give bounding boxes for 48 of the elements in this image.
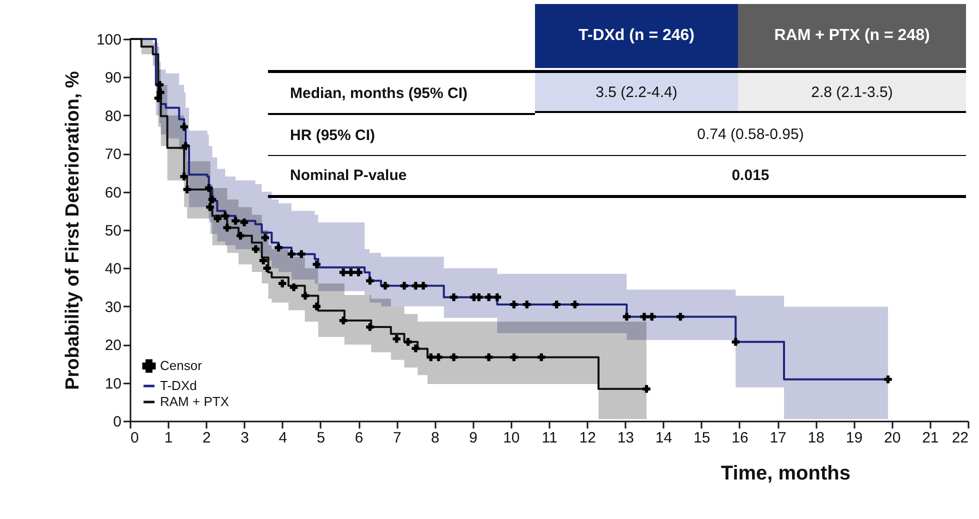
x-axis-title: Time, months <box>720 462 850 484</box>
x-tick-label: 16 <box>732 430 748 446</box>
annotation: T-DXd (n = 246) <box>535 4 738 68</box>
legend-label: T-DXd <box>160 378 197 393</box>
annotation: Median, months (95% CI) <box>268 70 535 113</box>
x-tick-label: 3 <box>240 430 249 446</box>
annotation: 2.8 (2.1-3.5) <box>738 70 966 113</box>
y-tick-label: 100 <box>96 32 122 48</box>
x-tick-label: 9 <box>469 430 478 446</box>
y-tick-label: 10 <box>104 375 122 392</box>
x-tick-label: 11 <box>542 430 558 446</box>
y-axis-title: Probability of First Deterioration, % <box>62 70 84 390</box>
x-tick-label: 20 <box>884 430 901 446</box>
x-tick-label: 2 <box>202 430 211 446</box>
x-tick-label: 5 <box>316 430 326 446</box>
y-tick-label: 60 <box>104 184 122 202</box>
x-tick-label: 12 <box>579 430 596 446</box>
annotation: RAM + PTX (n = 248) <box>738 4 966 68</box>
x-tick-label: 1 <box>164 430 173 446</box>
y-tick-label: 30 <box>104 298 122 316</box>
y-tick-label: 40 <box>104 260 122 278</box>
x-tick-label: 15 <box>694 430 710 446</box>
x-tick-label: 17 <box>770 430 786 446</box>
y-tick-label: 70 <box>104 146 122 164</box>
y-tick-label: 90 <box>104 70 122 87</box>
x-tick-label: 21 <box>922 430 939 446</box>
x-tick-label: 19 <box>846 430 863 446</box>
y-tick-label: 20 <box>104 337 122 354</box>
annotation: HR (95% CI) <box>268 113 535 155</box>
x-tick-label: 13 <box>617 430 634 446</box>
annotation: Nominal P-value <box>268 155 535 198</box>
annotation: 0.74 (0.58-0.95) <box>696 124 805 144</box>
x-tick-label: 10 <box>503 430 520 446</box>
x-tick-label: 0 <box>130 430 139 446</box>
x-tick-label: 6 <box>354 430 364 446</box>
legend-label: Censor <box>160 358 203 373</box>
annotation: 3.5 (2.2-4.4) <box>535 70 738 113</box>
y-tick-label: 80 <box>104 108 122 125</box>
x-tick-label: 18 <box>808 430 824 446</box>
x-tick-label: 14 <box>655 430 672 446</box>
y-tick-label: 0 <box>113 414 122 430</box>
x-tick-label: 7 <box>392 430 402 446</box>
x-tick-label: 8 <box>431 430 440 446</box>
x-tick-label: 4 <box>278 430 288 446</box>
y-tick-label: 50 <box>104 222 122 240</box>
annotation: 0.015 <box>535 155 966 198</box>
x-tick-label: 22 <box>952 430 968 446</box>
legend-label: RAM + PTX <box>160 394 230 409</box>
